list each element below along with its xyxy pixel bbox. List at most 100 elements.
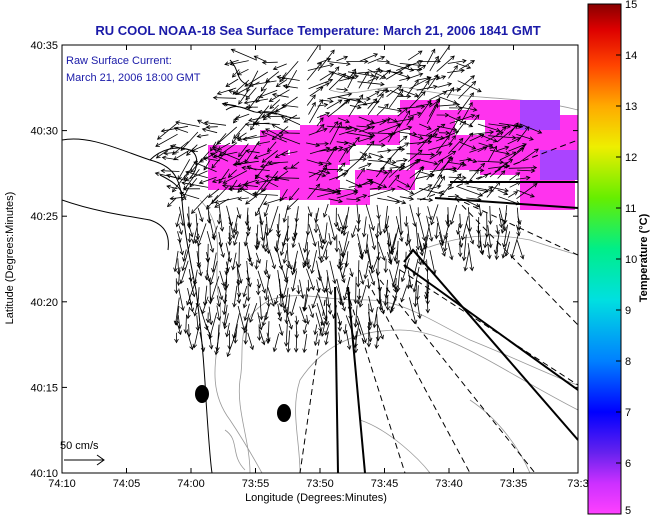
current-vector <box>228 216 236 239</box>
current-vector <box>236 294 242 304</box>
current-vector <box>181 243 191 272</box>
current-vector <box>255 194 268 217</box>
current-vector <box>356 214 361 233</box>
current-vector <box>245 105 258 110</box>
current-vector <box>217 286 224 301</box>
current-vector <box>179 191 200 200</box>
current-vector <box>228 186 248 192</box>
current-vector <box>447 242 454 261</box>
current-vector <box>447 58 467 64</box>
current-vector <box>400 285 408 303</box>
current-vector <box>287 315 293 330</box>
current-vector <box>438 183 453 200</box>
current-vector <box>173 126 189 133</box>
current-vector <box>229 60 249 66</box>
current-vector <box>367 55 386 64</box>
current-vector <box>461 234 467 262</box>
current-vector <box>237 135 257 142</box>
chart-title: RU COOL NOAA-18 Sea Surface Temperature:… <box>95 23 540 38</box>
current-vector <box>358 140 375 161</box>
current-vector <box>479 240 485 256</box>
current-vector <box>255 141 270 146</box>
y-tick-label: 40:20 <box>30 297 58 309</box>
current-vector <box>302 287 308 312</box>
current-vector <box>324 249 329 261</box>
x-tick-label: 73:35 <box>500 478 528 490</box>
current-vector <box>232 79 250 95</box>
current-vector <box>316 82 330 90</box>
current-vector <box>467 243 474 272</box>
current-vector <box>257 270 266 294</box>
current-vector <box>458 132 474 151</box>
current-vector <box>437 82 453 88</box>
colorbar-tick-label: 9 <box>625 305 631 317</box>
current-vector <box>263 242 269 253</box>
current-vector <box>242 296 248 309</box>
bathymetry-contour <box>469 399 531 473</box>
current-vector <box>508 165 538 170</box>
current-vector <box>282 250 288 264</box>
colorbar-tick-label: 11 <box>625 203 636 215</box>
current-vector <box>337 332 343 345</box>
current-vector <box>327 99 351 118</box>
current-vector <box>282 204 289 223</box>
current-vector <box>244 71 269 87</box>
current-vector <box>456 62 472 70</box>
current-vector <box>407 149 423 163</box>
current-vector <box>407 50 423 61</box>
current-vector <box>192 323 200 349</box>
current-vector <box>176 267 182 287</box>
current-vectors <box>154 45 543 358</box>
current-vector <box>393 250 398 262</box>
current-vector <box>216 214 222 225</box>
current-vector <box>264 174 290 181</box>
current-vector <box>413 279 418 308</box>
current-vector <box>516 134 534 141</box>
current-vector <box>302 294 309 312</box>
current-vector <box>269 251 276 270</box>
current-vector <box>345 315 356 341</box>
current-vector <box>254 259 259 270</box>
current-vector <box>217 142 231 151</box>
current-vector <box>283 287 289 314</box>
current-vector <box>284 322 289 347</box>
current-vector <box>204 259 210 281</box>
current-vector <box>391 260 400 288</box>
current-vector <box>227 169 237 178</box>
current-vector <box>510 233 519 259</box>
current-vector <box>294 315 299 325</box>
current-vector <box>211 151 227 169</box>
colorbar-tick-label: 7 <box>625 407 631 419</box>
marker-dot <box>277 404 291 422</box>
current-vector <box>214 332 220 356</box>
current-vector <box>426 174 443 198</box>
current-vector <box>516 182 538 200</box>
current-vector <box>353 305 358 328</box>
current-vector <box>362 216 367 238</box>
current-vector <box>416 64 427 72</box>
current-vector <box>358 125 376 133</box>
current-vector <box>346 136 360 154</box>
current-vector <box>308 304 315 319</box>
y-tick-label: 40:25 <box>30 211 58 223</box>
current-vector <box>378 157 392 172</box>
current-vector <box>265 128 279 136</box>
current-vector <box>205 124 218 130</box>
current-vector <box>286 330 291 353</box>
current-vector <box>495 224 500 235</box>
current-vector <box>266 332 271 343</box>
y-tick-label: 40:35 <box>30 40 58 52</box>
current-vector <box>412 258 419 277</box>
current-vector <box>256 278 262 289</box>
current-vector <box>447 68 466 73</box>
current-vector <box>257 312 263 331</box>
current-vector <box>406 158 421 171</box>
current-vector <box>272 63 287 71</box>
current-vector <box>191 195 209 215</box>
current-vector <box>178 240 184 256</box>
current-vector <box>328 198 343 204</box>
current-vector <box>257 109 278 115</box>
current-vector <box>368 159 397 165</box>
current-vector <box>221 183 239 189</box>
colorbar-tick-label: 10 <box>625 254 637 266</box>
